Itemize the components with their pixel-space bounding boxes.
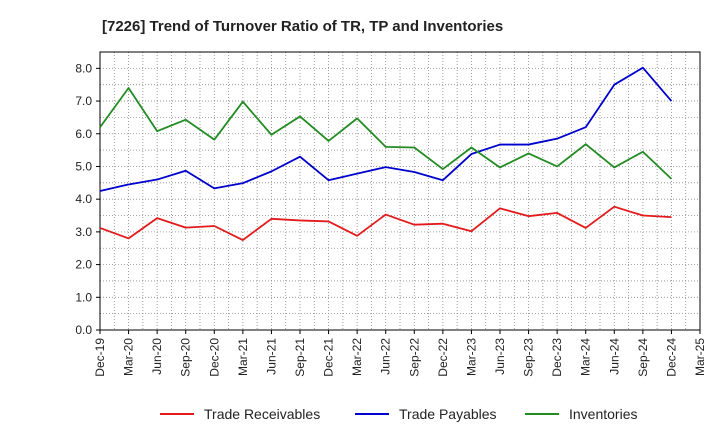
- x-tick-label: Mar-21: [236, 338, 250, 376]
- x-tick-label: Mar-23: [464, 338, 478, 376]
- x-tick-label: Jun-21: [264, 338, 278, 375]
- x-tick-label: Sep-23: [522, 338, 536, 377]
- x-tick-label: Mar-24: [579, 338, 593, 376]
- chart-title: [7226] Trend of Turnover Ratio of TR, TP…: [102, 18, 503, 35]
- series-lines: [99, 66, 673, 241]
- x-tick-label: Dec-20: [207, 338, 221, 377]
- x-tick-label: Jun-24: [607, 338, 621, 375]
- x-tick-label: Dec-21: [322, 338, 336, 377]
- x-tick-label: Sep-22: [407, 338, 421, 377]
- y-tick-label: 1.0: [75, 290, 92, 304]
- x-tick-label: Jun-22: [379, 338, 393, 375]
- series-line-inventories: [99, 87, 673, 180]
- y-tick-label: 0.0: [75, 323, 92, 337]
- y-tick-label: 6.0: [75, 127, 92, 141]
- y-axis-ticks: 0.0 1.0 2.0 3.0 4.0 5.0 6.0 7.0 8.0: [75, 61, 100, 337]
- legend: Trade Receivables Trade Payables Inventori…: [160, 406, 637, 422]
- y-tick-label: 3.0: [75, 225, 92, 239]
- y-tick-label: 7.0: [75, 94, 92, 108]
- y-tick-label: 4.0: [75, 192, 92, 206]
- x-axis-ticks: Dec-19 Mar-20 Jun-20 Sep-20 Dec-20 Mar-21 Jun-…: [93, 330, 707, 377]
- series-line-trade-payables: [99, 66, 673, 192]
- x-tick-label: Sep-21: [293, 338, 307, 377]
- x-tick-label: Jun-20: [150, 338, 164, 375]
- series-line-trade-receivables: [99, 205, 672, 241]
- legend-label-trade-payables: Trade Payables: [399, 406, 497, 422]
- x-tick-label: Dec-19: [93, 338, 107, 377]
- legend-label-trade-receivables: Trade Receivables: [204, 406, 320, 422]
- x-tick-label: Dec-24: [664, 338, 678, 377]
- x-tick-label: Mar-22: [350, 338, 364, 376]
- grid: [100, 52, 700, 330]
- y-tick-label: 5.0: [75, 159, 92, 173]
- x-tick-label: Mar-25: [693, 338, 707, 376]
- x-tick-label: Dec-23: [550, 338, 564, 377]
- legend-label-inventories: Inventories: [569, 406, 637, 422]
- x-tick-label: Dec-22: [436, 338, 450, 377]
- y-tick-label: 2.0: [75, 258, 92, 272]
- y-tick-label: 8.0: [75, 61, 92, 75]
- x-tick-label: Jun-23: [493, 338, 507, 375]
- x-tick-label: Sep-24: [636, 338, 650, 377]
- x-tick-label: Mar-20: [122, 338, 136, 376]
- x-tick-label: Sep-20: [179, 338, 193, 377]
